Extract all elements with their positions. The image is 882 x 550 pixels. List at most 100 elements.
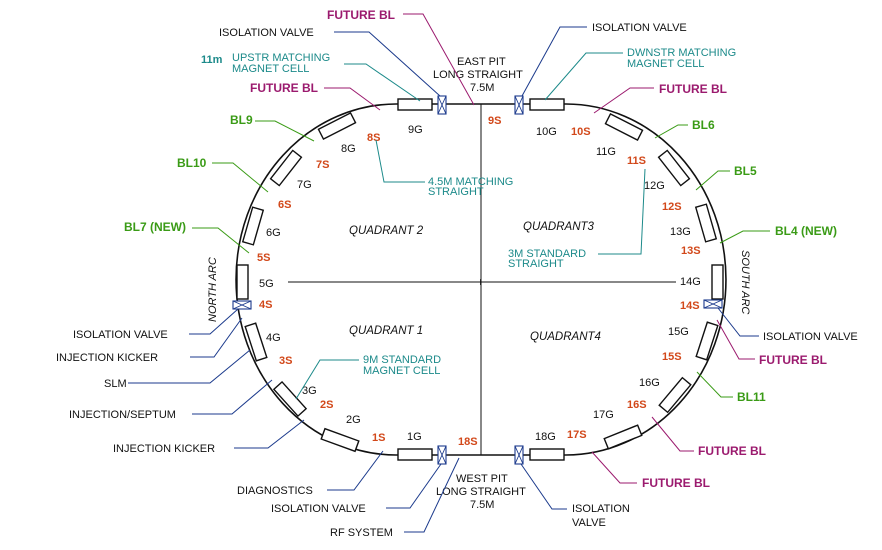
bl10-label: BL10 <box>177 156 207 170</box>
leader-future-bl-15s <box>716 319 755 360</box>
valve-marker-18g <box>514 445 524 465</box>
center-mark: + <box>477 275 484 289</box>
injection-kicker-upper-label: INJECTION KICKER <box>56 352 158 364</box>
quadrant-3-label: QUADRANT3 <box>523 221 595 233</box>
straight-label-18s: 18S <box>458 436 478 448</box>
magnet-18g <box>529 448 565 461</box>
magnet-16g <box>658 376 692 414</box>
isolation-valve-14s-label: ISOLATION VALVE <box>763 331 858 343</box>
straight-label-11s: 11S <box>627 155 646 167</box>
magnet-7g <box>269 149 303 187</box>
magnet-12g <box>657 149 691 187</box>
magnet-6g <box>241 206 265 246</box>
leader-injection-kicker-upper <box>190 317 243 358</box>
straight-label-15s: 15S <box>662 351 682 363</box>
leader-future-bl-17s <box>591 451 637 484</box>
straight-label-6s: 6S <box>278 199 291 211</box>
magnet-9g <box>397 98 433 111</box>
dwnstr-label-line2: MAGNET CELL <box>627 58 704 70</box>
bl4-label: BL4 (NEW) <box>775 224 837 238</box>
leader-bl4 <box>719 230 770 244</box>
magnet-label-4g: 4G <box>266 332 281 344</box>
injection-kicker-lower-label: INJECTION KICKER <box>113 443 215 455</box>
leader-bl9 <box>255 120 315 142</box>
magnet-14g <box>711 264 724 300</box>
magnet-label-12g: 12G <box>644 180 665 192</box>
magnet-13g <box>694 203 718 243</box>
isolation-valve-1g-label: ISOLATION VALVE <box>271 503 366 515</box>
rf-system-label: RF SYSTEM <box>330 527 393 539</box>
straight-label-3s: 3S <box>279 355 292 367</box>
magnet-label-1g: 1G <box>407 431 422 443</box>
leader-upstr <box>344 63 421 102</box>
slm-label: SLM <box>104 378 127 390</box>
valve-marker-14s <box>703 299 723 309</box>
straight-label-14s: 14S <box>680 300 700 312</box>
east-pit-line2: LONG STRAIGHT <box>433 69 523 81</box>
leader-bl5 <box>695 170 730 191</box>
magnet-4g <box>244 322 268 362</box>
west-pit-line3: 7.5M <box>470 499 494 511</box>
leader-future-bl-16s <box>651 416 694 452</box>
straight-label-8s: 8S <box>367 132 380 144</box>
isolation-valve-4s-label: ISOLATION VALVE <box>73 329 168 341</box>
m45-label-line1: 4.5M MATCHING <box>428 176 513 188</box>
straight-label-16s: 16S <box>627 399 647 411</box>
magnet-label-14g: 14G <box>680 276 701 288</box>
quadrant-1-label: QUADRANT 1 <box>349 325 423 337</box>
straight-label-4s: 4S <box>259 299 272 311</box>
west-pit-line2: LONG STRAIGHT <box>436 486 526 498</box>
leader-injection-kicker-lower <box>234 419 305 449</box>
magnet-label-2g: 2G <box>346 414 361 426</box>
straight-label-5s: 5S <box>257 252 270 264</box>
leader-rf-system <box>404 457 460 533</box>
magnet-11g <box>604 112 644 142</box>
leader-isolation-valve-18g <box>520 463 567 510</box>
m45-label-line2: STRAIGHT <box>428 186 484 198</box>
upstr-length-label: 11m <box>201 54 223 66</box>
straight-label-12s: 12S <box>662 201 682 213</box>
isolation-valve-9g-label: ISOLATION VALVE <box>219 27 314 39</box>
magnet-15g <box>695 321 719 361</box>
magnet-label-8g: 8G <box>341 143 356 155</box>
future-bl-17s-label: FUTURE BL <box>642 476 710 490</box>
bl9-label: BL9 <box>230 113 253 127</box>
leader-m9 <box>295 359 359 400</box>
bl7-label: BL7 (NEW) <box>124 220 186 234</box>
m9-label-line2: MAGNET CELL <box>363 365 440 377</box>
magnet-label-17g: 17G <box>593 409 614 421</box>
bl11-label: BL11 <box>737 390 766 404</box>
magnet-label-5g: 5G <box>259 278 274 290</box>
future-bl-9s-label: FUTURE BL <box>327 8 395 22</box>
magnet-label-11g: 11G <box>596 146 616 158</box>
leader-isolation-valve-10g <box>521 26 587 97</box>
magnet-10g <box>529 98 565 111</box>
straight-label-17s: 17S <box>567 429 587 441</box>
magnet-label-3g: 3G <box>302 385 317 397</box>
leader-m3 <box>598 168 646 255</box>
leader-injection-septum <box>192 379 273 415</box>
valve-marker-10g <box>514 95 524 115</box>
bl5-label: BL5 <box>734 164 757 178</box>
isolation-18g-label-line1: ISOLATION <box>572 503 630 515</box>
magnet-1g <box>397 448 433 461</box>
upstr-label-line2: MAGNET CELL <box>232 63 309 75</box>
magnet-label-9g: 9G <box>408 124 423 136</box>
leader-isolation-valve-9g <box>334 31 441 97</box>
diagnostics-label: DIAGNOSTICS <box>237 485 313 497</box>
valve-marker-9g <box>437 95 447 115</box>
leader-future-bl-10s <box>593 87 654 114</box>
straight-label-13s: 13S <box>681 245 701 257</box>
west-pit-line1: WEST PIT <box>456 473 508 485</box>
magnet-label-15g: 15G <box>668 326 689 338</box>
leader-m45 <box>375 139 425 183</box>
injection-septum-label: INJECTION/SEPTUM <box>69 409 176 421</box>
north-arc-label: NORTH ARC <box>207 257 219 322</box>
leader-isolation-valve-14s <box>717 307 759 337</box>
straight-label-7s: 7S <box>316 159 329 171</box>
leader-dwnstr <box>544 52 623 101</box>
magnet-label-6g: 6G <box>266 227 281 239</box>
straight-label-9s: 9S <box>488 115 501 127</box>
